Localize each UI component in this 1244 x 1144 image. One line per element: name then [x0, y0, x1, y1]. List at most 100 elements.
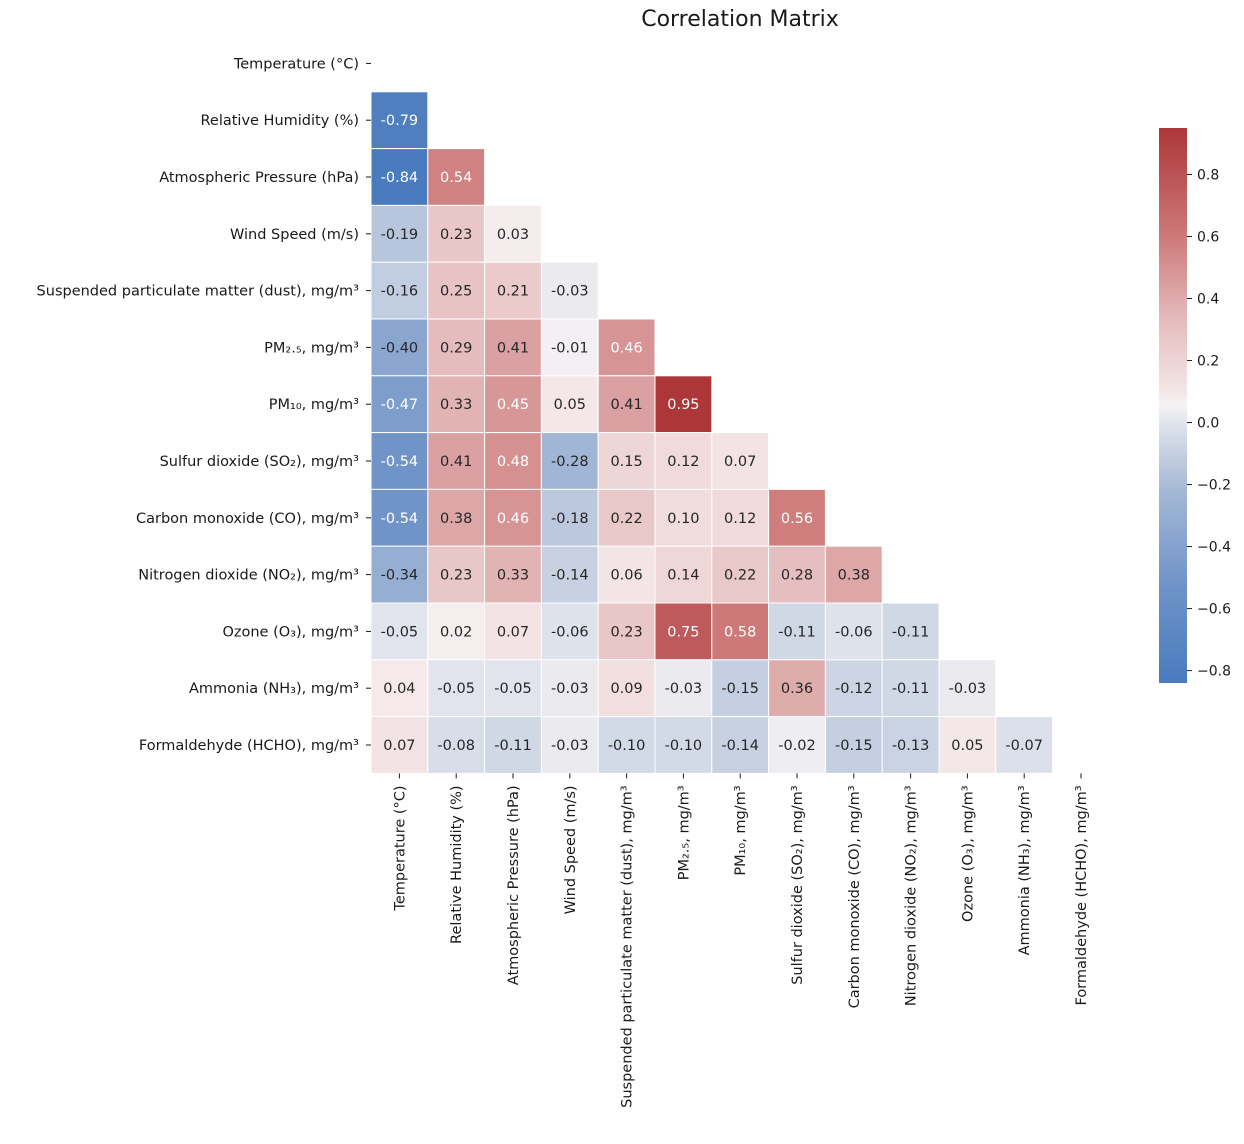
cell-value-label: -0.54	[381, 454, 419, 470]
cell-value-label: -0.03	[551, 738, 589, 754]
heatmap-cell	[938, 716, 997, 774]
cell-value-label: -0.11	[494, 738, 532, 754]
heatmap-cell	[370, 432, 429, 490]
cell-value-label: -0.08	[437, 738, 475, 754]
cell-value-label: 0.05	[554, 397, 586, 413]
heatmap-cell	[768, 488, 826, 547]
heatmap-cell	[768, 716, 826, 774]
heatmap-cell	[370, 148, 429, 206]
column-tick-label: Suspended particulate matter (dust), mg/…	[620, 785, 636, 1108]
cell-value-label: 0.12	[724, 511, 756, 527]
cell-value-label: 0.23	[440, 227, 472, 243]
row-tick-label: PM₁₀, mg/m³	[269, 397, 359, 413]
cell-value-label: -0.19	[381, 227, 419, 243]
cell-value-label: -0.14	[721, 738, 759, 754]
heatmap-cell	[540, 375, 599, 434]
chart-title: Correlation Matrix	[641, 7, 839, 32]
row-tick-label: Temperature (°C)	[233, 56, 359, 72]
heatmap-cell	[427, 375, 486, 434]
cell-value-label: -0.12	[835, 681, 873, 697]
row-tick-label: Suspended particulate matter (dust), mg/…	[37, 284, 360, 300]
heatmap-cell	[768, 602, 826, 661]
cell-value-label: 0.15	[610, 454, 642, 470]
heatmap-cell	[824, 716, 883, 774]
column-labels: Temperature (°C) Relative Humidity (%) Atm…	[392, 773, 1090, 1108]
cell-value-label: -0.05	[494, 681, 532, 697]
cell-value-label: 0.46	[497, 511, 529, 527]
heatmap-cell	[824, 545, 883, 604]
cell-value-label: 0.04	[383, 681, 415, 697]
cell-value-label: 0.36	[781, 681, 813, 697]
cell-value-label: -0.10	[665, 738, 703, 754]
cell-value-label: 0.38	[838, 568, 870, 584]
heatmap-cell	[824, 602, 883, 661]
cell-value-label: 0.07	[724, 454, 756, 470]
heatmap-cell	[540, 659, 599, 718]
cell-value-label: -0.03	[551, 681, 589, 697]
heatmap-cell	[540, 318, 599, 377]
row-tick-label: Formaldehyde (HCHO), mg/m³	[139, 738, 359, 754]
cell-value-label: -0.03	[949, 681, 987, 697]
heatmap-cell	[370, 545, 429, 604]
heatmap-cell	[427, 716, 486, 774]
heatmap-cell	[484, 488, 542, 547]
cell-value-label: -0.03	[665, 681, 703, 697]
heatmap-cell	[654, 716, 713, 774]
heatmap-cell	[824, 659, 883, 718]
row-tick-label: Nitrogen dioxide (NO₂), mg/m³	[138, 568, 359, 584]
row-tick-label: Ammonia (NH₃), mg/m³	[189, 681, 359, 697]
cell-value-label: 0.21	[497, 284, 529, 300]
heatmap-cell	[370, 602, 429, 661]
cell-value-label: 0.22	[610, 511, 642, 527]
cell-value-label: 0.95	[667, 397, 699, 413]
column-tick-label: Nitrogen dioxide (NO₂), mg/m³	[904, 785, 920, 1006]
column-tick-label: Atmospheric Pressure (hPa)	[506, 785, 522, 985]
cell-value-label: 0.29	[440, 340, 472, 356]
column-tick-label: Ammonia (NH₃), mg/m³	[1017, 785, 1033, 955]
cell-value-label: -0.18	[551, 511, 589, 527]
cell-value-label: 0.54	[440, 170, 472, 186]
cell-value-label: 0.75	[667, 624, 699, 640]
cell-value-label: 0.48	[497, 454, 529, 470]
cell-value-label: 0.12	[667, 454, 699, 470]
heatmap-cell	[711, 545, 770, 604]
cell-value-label: 0.23	[440, 568, 472, 584]
heatmap-cell	[711, 716, 770, 774]
cell-value-label: -0.15	[835, 738, 873, 754]
row-labels: Temperature (°C) Relative Humidity (%) Atm…	[37, 56, 371, 754]
colorbar-tick-label: 0.8	[1197, 168, 1219, 184]
colorbar-gradient	[1159, 128, 1187, 683]
heatmap-cell	[597, 375, 656, 434]
heatmap-cell	[484, 375, 542, 434]
cell-value-label: -0.34	[381, 568, 419, 584]
column-tick-label: PM₂.₅, mg/m³	[676, 785, 692, 880]
colorbar-tick-label: 0.6	[1197, 230, 1219, 246]
cell-value-label: 0.38	[440, 511, 472, 527]
cell-value-label: -0.54	[381, 511, 419, 527]
heatmap-cell	[654, 432, 713, 490]
cell-value-label: 0.03	[497, 227, 529, 243]
row-tick-label: Ozone (O₃), mg/m³	[222, 624, 359, 640]
heatmap-cell	[370, 659, 429, 718]
column-tick-label: Sulfur dioxide (SO₂), mg/m³	[790, 785, 806, 985]
heatmap-cell	[370, 488, 429, 547]
cell-value-label: 0.14	[667, 568, 699, 584]
heatmap-cell	[597, 602, 656, 661]
row-tick-label: PM₂.₅, mg/m³	[264, 340, 359, 356]
heatmap-cell	[654, 545, 713, 604]
cell-value-label: -0.14	[551, 568, 589, 584]
heatmap-cell	[484, 716, 542, 774]
cell-value-label: -0.11	[892, 681, 930, 697]
heatmap-cell	[370, 716, 429, 774]
cell-value-label: 0.33	[497, 568, 529, 584]
cell-value-label: 0.05	[951, 738, 983, 754]
colorbar-tick-label: −0.8	[1197, 664, 1231, 680]
heatmap-cells: -0.79 -0.84 0.54 -0.19 0.23 0.03 -0.16 0.25 0.21…	[370, 91, 1054, 774]
column-tick-label: Ozone (O₃), mg/m³	[960, 785, 976, 922]
cell-value-label: -0.13	[892, 738, 930, 754]
cell-value-label: -0.03	[551, 284, 589, 300]
heatmap-cell	[711, 432, 770, 490]
heatmap-cell	[654, 602, 713, 661]
cell-value-label: -0.01	[551, 340, 589, 356]
